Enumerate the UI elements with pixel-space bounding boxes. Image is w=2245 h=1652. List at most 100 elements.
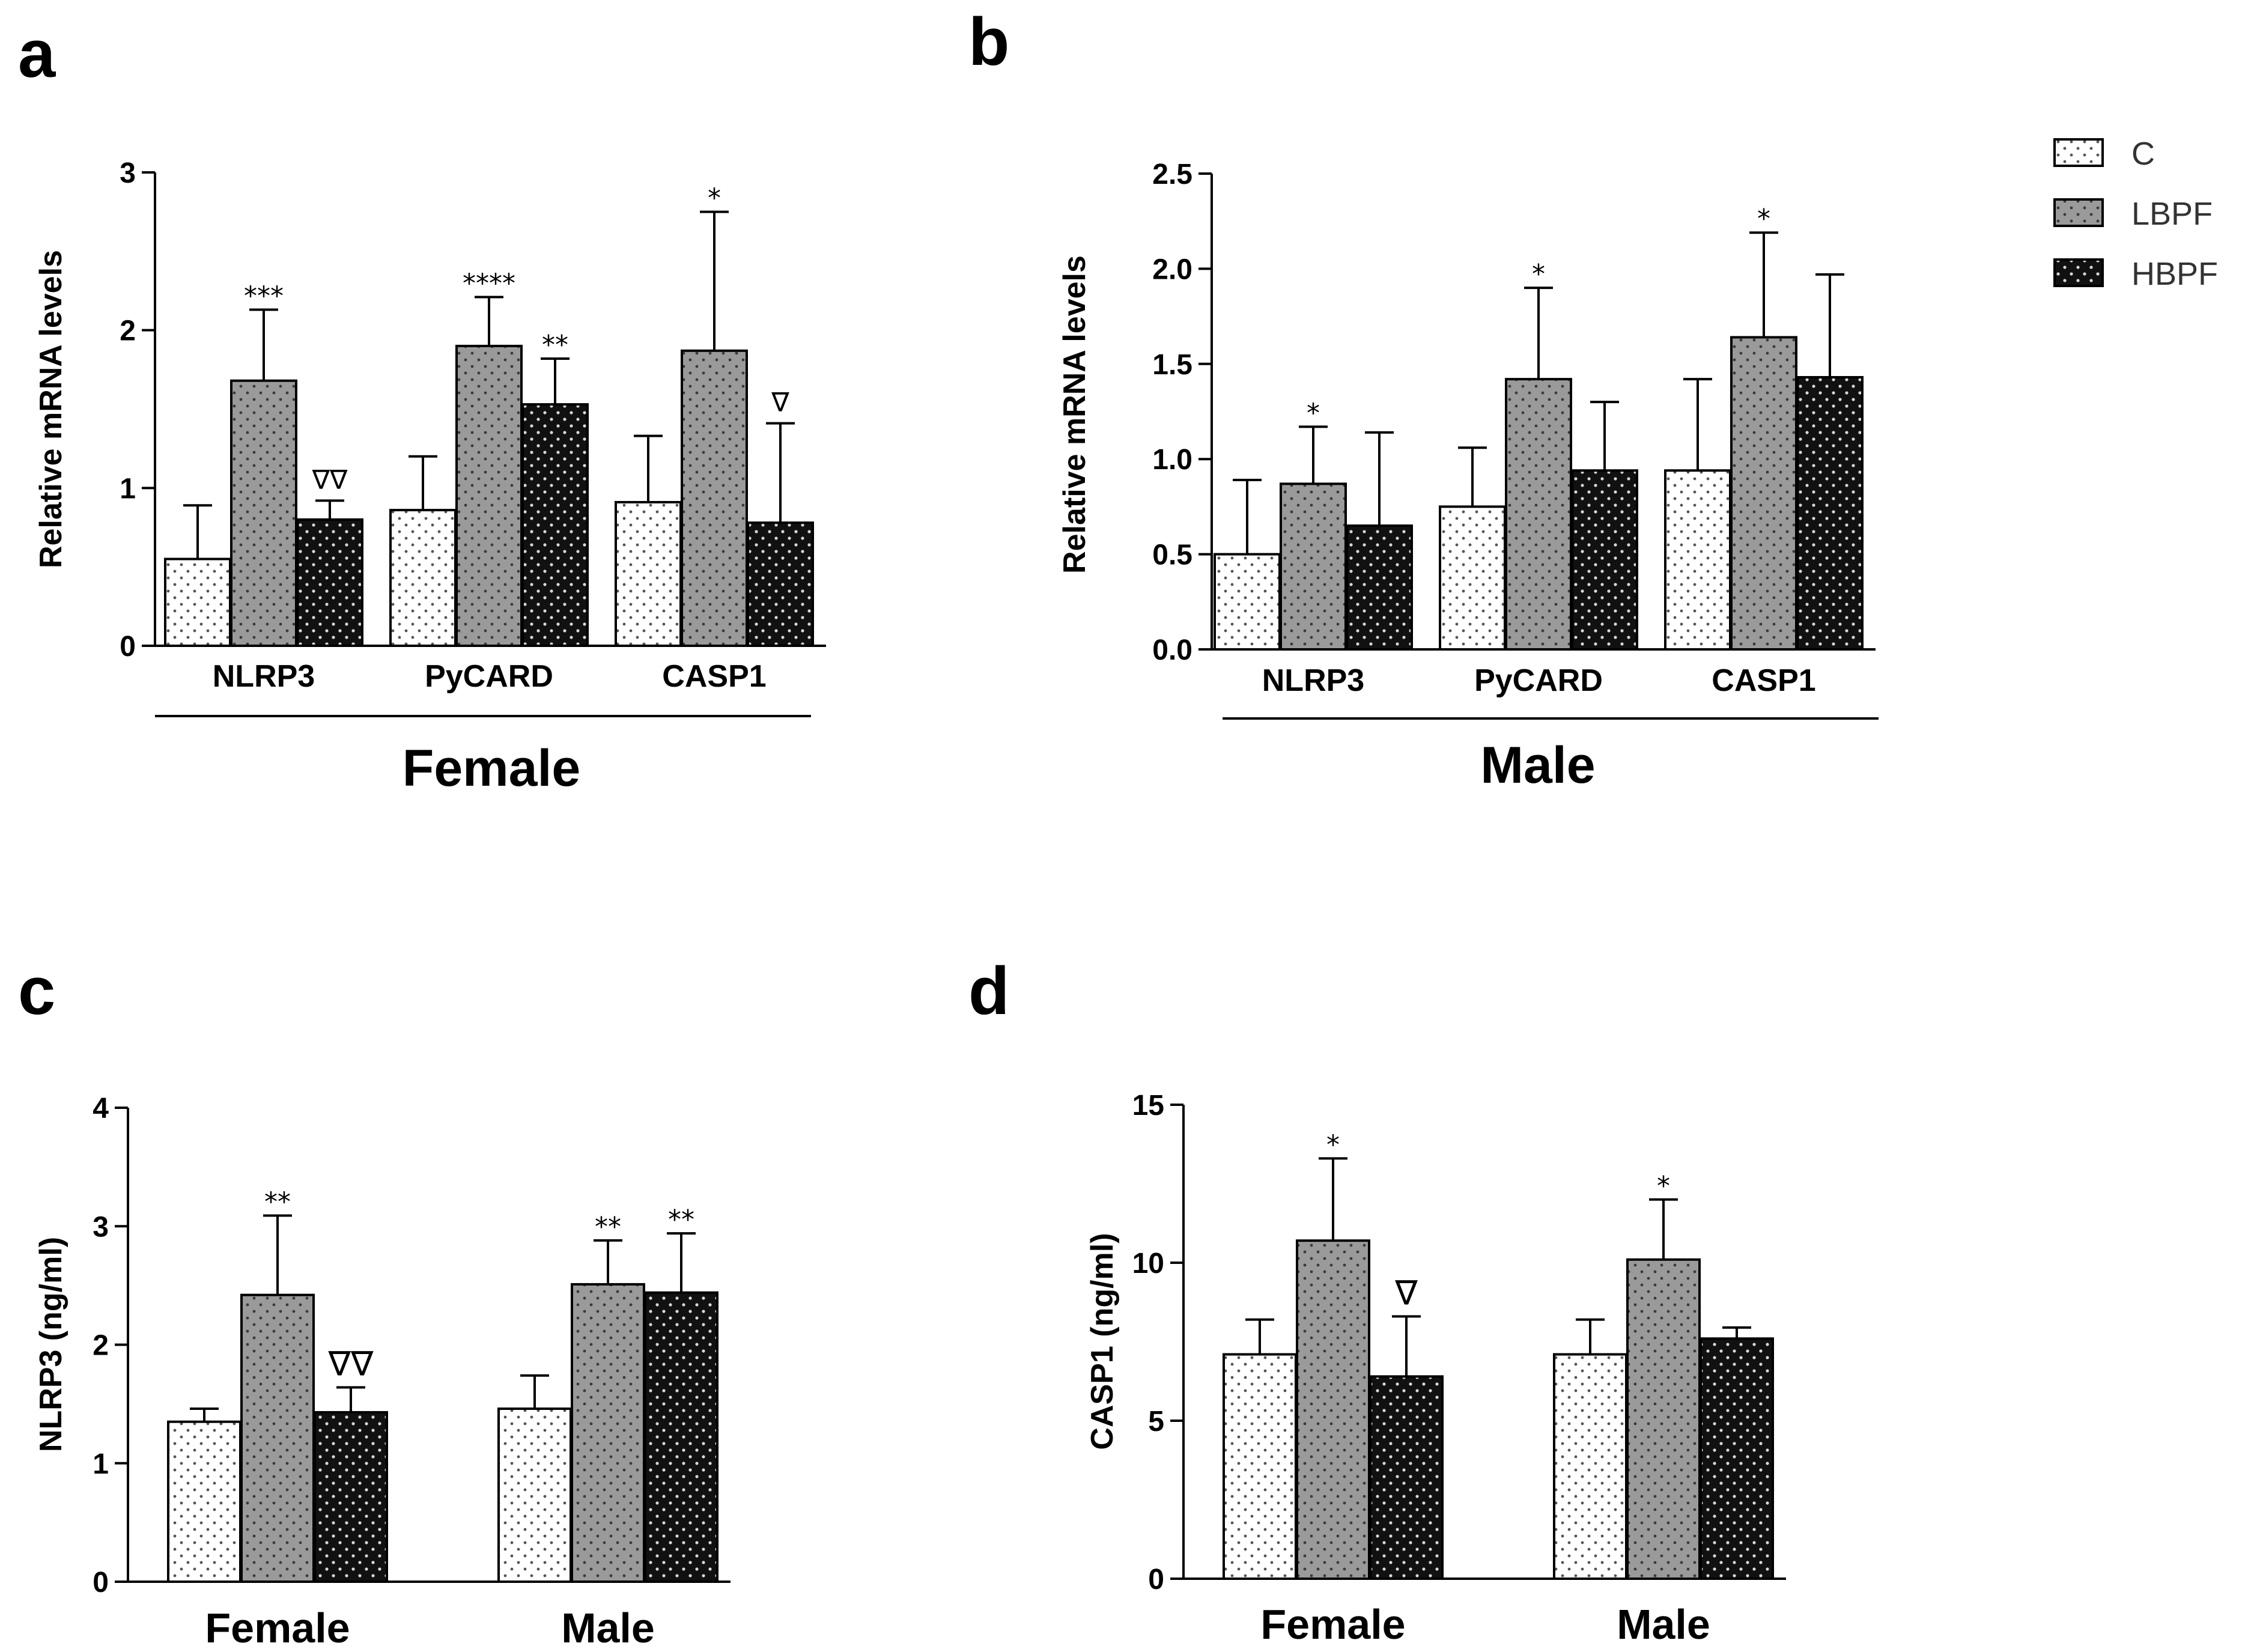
panel-c: c 0 1 2 3 4 NLRP3 (ng/ml) ** ∇∇ Female ** ** Male [18, 953, 731, 1651]
bar-a-casp1-lbpf [681, 349, 748, 648]
bar-d-female-c [1223, 1353, 1297, 1581]
bar-a-pycard-c [389, 509, 457, 648]
y-tick-label-a-1: 1 [120, 473, 136, 505]
y-tick-label-b-1: 0.5 [1152, 539, 1192, 571]
sig-label-a-casp1-hbpf: ∇ [771, 387, 789, 418]
panel-letter-c: c [18, 953, 55, 1028]
x-tick-label-a-nlrp3: NLRP3 [213, 659, 315, 694]
bar-a-nlrp3-hbpf [296, 518, 363, 647]
sig-label-b-nlrp3-lbpf: * [1307, 398, 1320, 428]
bar-b-nlrp3-c [1214, 553, 1281, 651]
sig-label-a-casp1-lbpf: * [708, 183, 721, 214]
bar-d-male-lbpf [1626, 1258, 1701, 1580]
legend-swatch-hbpf [2053, 258, 2104, 287]
group-label-b: Male [1480, 736, 1595, 794]
y-tick-label-b-2: 1.0 [1152, 444, 1192, 476]
sig-label-c-female-hbpf: ∇∇ [328, 1345, 374, 1384]
bar-a-pycard-lbpf [455, 344, 523, 648]
bar-a-pycard-hbpf [521, 403, 589, 647]
bar-c-female-hbpf [314, 1411, 388, 1584]
legend-item-c: C [2053, 136, 2155, 172]
bar-a-casp1-c [615, 500, 682, 647]
bar-d-male-hbpf [1700, 1337, 1774, 1580]
legend-label-lbpf: LBPF [2131, 196, 2213, 232]
bar-a-nlrp3-lbpf [230, 379, 297, 647]
x-tick-label-c-female: Female [205, 1605, 350, 1651]
legend-swatch-lbpf [2053, 198, 2104, 227]
y-axis-title-c: NLRP3 (ng/ml) [34, 1237, 68, 1452]
x-tick-label-a-pycard: PyCARD [425, 659, 553, 694]
x-tick-label-c-male: Male [561, 1605, 655, 1651]
bar-b-nlrp3-hbpf [1346, 524, 1413, 651]
y-tick-label-a-2: 2 [120, 315, 136, 347]
y-tick-label-d-1: 5 [1148, 1406, 1164, 1438]
sig-label-d-female-hbpf: ∇ [1394, 1274, 1418, 1313]
legend-label-hbpf: HBPF [2131, 256, 2218, 292]
bar-b-pycard-lbpf [1505, 378, 1572, 651]
sig-label-c-female-lbpf: ** [264, 1186, 291, 1217]
bar-c-female-lbpf [240, 1293, 315, 1584]
sig-label-c-male-hbpf: ** [668, 1204, 694, 1235]
bar-b-casp1-lbpf [1730, 336, 1797, 651]
bar-b-pycard-hbpf [1571, 469, 1638, 651]
y-axis-title-b: Relative mRNA levels [1057, 255, 1092, 574]
legend-item-hbpf: HBPF [2053, 256, 2218, 292]
bar-c-male-hbpf [644, 1291, 718, 1583]
y-tick-label-a-3: 3 [120, 157, 136, 189]
sig-label-a-nlrp3-lbpf: *** [244, 281, 284, 312]
y-tick-label-d-3: 15 [1132, 1090, 1164, 1122]
y-tick-label-b-3: 1.5 [1152, 349, 1192, 381]
bar-c-female-c [167, 1420, 242, 1583]
sig-label-d-female-lbpf: * [1326, 1129, 1340, 1160]
y-tick-label-d-2: 10 [1132, 1248, 1164, 1280]
sig-label-b-pycard-lbpf: * [1532, 259, 1545, 290]
bar-b-nlrp3-lbpf [1280, 482, 1347, 651]
bar-d-male-c [1553, 1353, 1627, 1581]
y-tick-label-b-5: 2.5 [1152, 159, 1192, 190]
y-axis-title-a: Relative mRNA levels [34, 250, 68, 568]
y-tick-label-a-0: 0 [120, 631, 136, 663]
legend-item-lbpf: LBPF [2053, 196, 2213, 232]
sig-label-c-male-lbpf: ** [595, 1212, 621, 1242]
bar-b-casp1-c [1664, 469, 1731, 651]
x-tick-label-b-casp1: CASP1 [1712, 663, 1815, 698]
y-tick-label-c-1: 1 [93, 1448, 109, 1480]
y-tick-label-c-2: 2 [93, 1330, 109, 1362]
group-label-a: Female [403, 739, 580, 797]
sig-label-b-casp1-lbpf: * [1757, 204, 1770, 234]
sig-label-a-pycard-lbpf: **** [463, 269, 515, 299]
y-tick-label-c-3: 3 [93, 1211, 109, 1243]
bar-b-pycard-c [1439, 505, 1506, 651]
y-tick-label-d-0: 0 [1148, 1564, 1164, 1596]
x-tick-label-a-casp1: CASP1 [662, 659, 766, 694]
legend: C LBPF HBPF [2053, 136, 2218, 292]
panel-d: d 0 5 10 15 CASP1 (ng/ml) * ∇ Female * Male [968, 953, 1786, 1648]
y-tick-label-b-4: 2.0 [1152, 254, 1192, 285]
y-axis-title-d: CASP1 (ng/ml) [1085, 1233, 1120, 1450]
bar-c-male-lbpf [571, 1283, 645, 1584]
x-tick-label-b-pycard: PyCARD [1474, 663, 1603, 698]
panel-letter-a: a [18, 16, 56, 91]
legend-swatch-c [2053, 138, 2104, 167]
bar-b-casp1-hbpf [1796, 375, 1864, 651]
bar-a-nlrp3-c [164, 557, 231, 647]
x-tick-label-b-nlrp3: NLRP3 [1262, 663, 1364, 698]
bar-a-casp1-hbpf [747, 521, 814, 647]
bar-d-female-lbpf [1296, 1239, 1370, 1580]
panel-letter-d: d [968, 953, 1009, 1028]
sig-label-d-male-lbpf: * [1657, 1171, 1670, 1201]
panel-letter-b: b [968, 4, 1009, 79]
y-tick-label-c-0: 0 [93, 1567, 109, 1599]
x-tick-label-d-female: Female [1260, 1601, 1405, 1648]
sig-label-a-nlrp3-hbpf: ∇∇ [312, 464, 348, 495]
legend-label-c: C [2131, 136, 2155, 172]
sig-label-a-pycard-hbpf: ** [542, 330, 568, 360]
x-tick-label-d-male: Male [1617, 1601, 1710, 1648]
y-tick-label-b-0: 0.0 [1152, 634, 1192, 666]
y-tick-label-c-4: 4 [93, 1093, 109, 1125]
bar-d-female-hbpf [1369, 1375, 1444, 1581]
panel-b: b 0.0 0.5 1.0 1.5 2.0 2.5 Relative mRNA levels *… [968, 4, 1879, 794]
